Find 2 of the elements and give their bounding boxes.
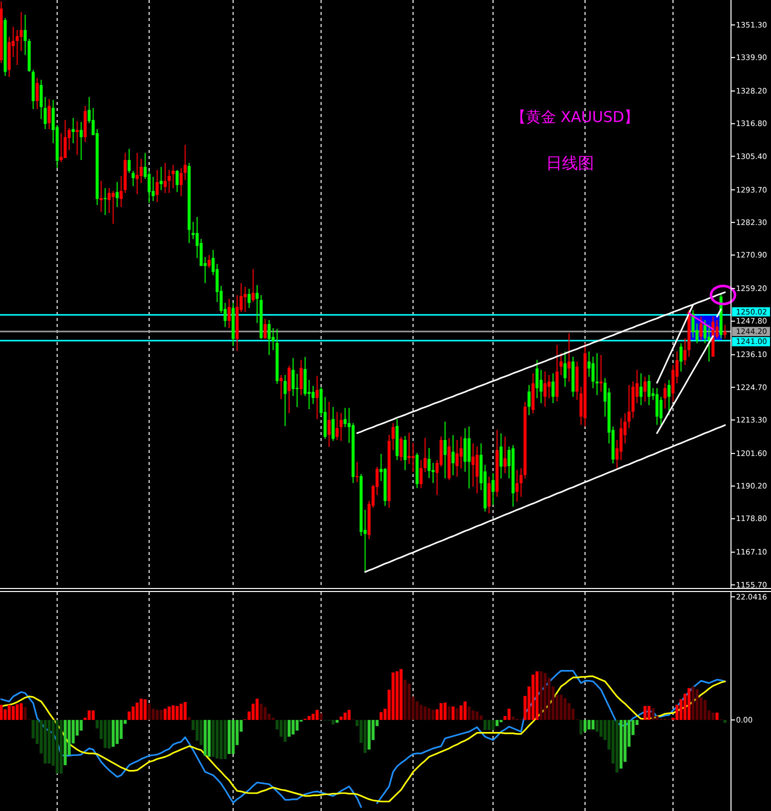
text: 日线图 [546,154,594,172]
text: 【黄金 XAUUSD】 [510,108,640,126]
